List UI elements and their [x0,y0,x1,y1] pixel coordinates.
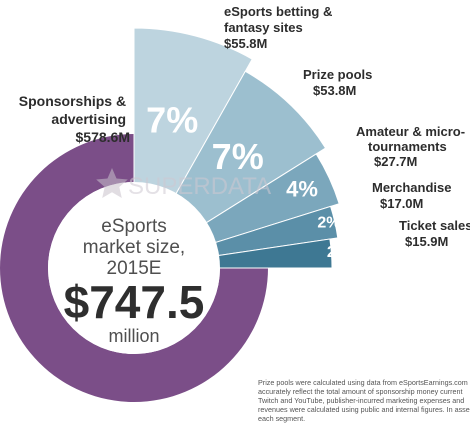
label-merchandise-line1: Merchandise [372,180,451,195]
label-betting: eSports betting & fantasy sites $55.8M [224,4,336,51]
label-betting-line2: fantasy sites [224,20,303,35]
slice-sponsorships-advertising [0,134,268,402]
label-ticket-sales: Ticket sales $15.9M [399,218,470,249]
label-amateur: Amateur & micro- tournaments $27.7M [356,124,469,169]
label-ticket-sales-value: $15.9M [405,234,448,249]
footnote: Prize pools were calculated using data f… [258,378,470,423]
label-betting-line1: eSports betting & [224,4,332,19]
label-sponsorships: Sponsorships & advertising $578.6M [19,93,130,145]
label-betting-value: $55.8M [224,36,267,51]
donut-hole [48,182,220,354]
chart-slices [0,27,340,402]
footnote-line-3: Twitch and YouTube, publisher-incurred m… [258,396,464,405]
center-line-esports: eSports [101,216,166,237]
label-prize-pools: Prize pools $53.8M [303,67,376,98]
center-summary: eSports market size, 2015E $747.5 millio… [64,216,205,346]
label-prize-pools-line1: Prize pools [303,67,372,82]
label-prize-pools-value: $53.8M [313,83,356,98]
center-line-market-size: market size, [83,237,185,258]
label-merchandise-value: $17.0M [380,196,423,211]
label-amateur-line2: tournaments [368,139,447,154]
label-sponsorships-line2: advertising [51,111,126,127]
label-amateur-value: $27.7M [374,154,417,169]
label-amateur-line1: Amateur & micro- [356,124,465,139]
percent-label-5: 2% [327,244,350,261]
footnote-line-5: each segment. [258,414,305,423]
label-merchandise: Merchandise $17.0M [372,180,455,211]
percent-label-3: 4% [286,176,318,201]
percent-label-2: 7% [212,136,264,177]
percent-label-4: 2% [317,215,340,232]
footnote-line-2: accurately reflect the total amount of s… [258,387,463,396]
watermark-text: SUPERDATA [128,173,271,200]
chart-percent-labels: 7% 7% 4% 2% 2% [146,99,350,261]
percent-label-1: 7% [146,99,198,140]
superdata-watermark: SUPERDATA [96,168,271,200]
star-icon [96,168,128,198]
center-line-year: 2015E [107,258,162,279]
label-sponsorships-line1: Sponsorships & [19,93,126,109]
footnote-line-1: Prize pools were calculated using data f… [258,378,468,387]
center-unit: million [108,326,159,346]
footnote-line-4: revenues were calculated using public an… [258,405,470,414]
label-sponsorships-value: $578.6M [76,129,130,145]
category-labels: Sponsorships & advertising $578.6M eSpor… [19,4,470,249]
label-ticket-sales-line1: Ticket sales [399,218,470,233]
center-total-value: $747.5 [64,276,205,328]
